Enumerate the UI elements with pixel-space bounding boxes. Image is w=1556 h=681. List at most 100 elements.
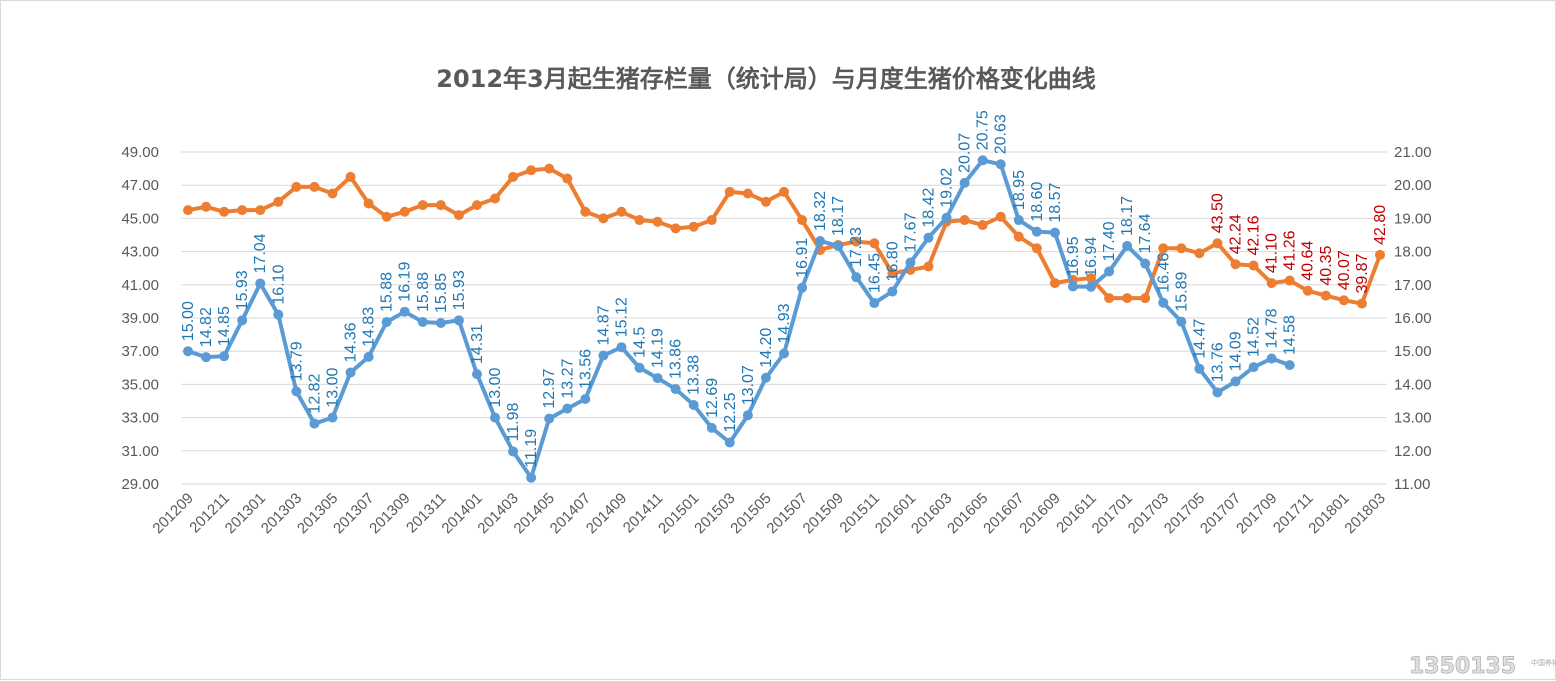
left-tick-label: 49.00 xyxy=(121,144,159,161)
watermark-subtext: 中国养猪网 xyxy=(1531,658,1556,667)
x-tick-label: 201309 xyxy=(366,490,413,537)
left-tick-label: 29.00 xyxy=(121,476,159,493)
price-point xyxy=(1122,240,1133,251)
stock-point xyxy=(291,181,302,192)
stock-data-label: 40.64 xyxy=(1300,241,1317,281)
right-axis-ticks: 11.00 12.00 13.00 14.00 15.00 16.00 17.00 18.00… xyxy=(1394,144,1432,493)
left-tick-label: 43.00 xyxy=(121,244,159,261)
stock-point xyxy=(1356,298,1367,309)
stock-point xyxy=(1086,273,1097,284)
x-tick-label: 201803 xyxy=(1341,490,1388,537)
stock-point xyxy=(1266,278,1277,289)
stock-point xyxy=(273,196,284,207)
price-data-label: 17.64 xyxy=(1137,213,1154,253)
price-point xyxy=(399,306,410,317)
right-tick-label: 20.00 xyxy=(1394,177,1432,194)
stock-point xyxy=(1302,285,1313,296)
right-tick-label: 16.00 xyxy=(1394,310,1432,327)
left-tick-label: 39.00 xyxy=(121,310,159,327)
price-point xyxy=(598,350,609,361)
price-data-label: 13.38 xyxy=(686,355,703,395)
price-data-label: 11.98 xyxy=(505,403,522,442)
price-point xyxy=(941,212,952,223)
stock-point xyxy=(797,215,808,226)
price-point xyxy=(237,315,248,326)
price-point xyxy=(797,282,808,293)
price-data-label: 13.76 xyxy=(1209,342,1226,382)
stock-data-label: 41.26 xyxy=(1282,230,1299,270)
price-data-label: 15.89 xyxy=(1173,272,1190,312)
right-tick-label: 13.00 xyxy=(1394,410,1432,427)
right-tick-label: 17.00 xyxy=(1394,277,1432,294)
left-tick-label: 35.00 xyxy=(121,376,159,393)
stock-point xyxy=(1338,295,1349,306)
price-point xyxy=(959,177,970,188)
price-data-label: 15.12 xyxy=(613,297,630,337)
price-data-label: 17.23 xyxy=(848,227,865,267)
price-data-label: 18.17 xyxy=(830,196,847,236)
stock-point xyxy=(634,215,645,226)
price-data-label: 12.69 xyxy=(704,378,721,418)
stock-point xyxy=(1140,293,1151,304)
price-data-label: 14.82 xyxy=(198,307,215,347)
price-point xyxy=(670,384,681,395)
price-data-label: 18.57 xyxy=(1047,183,1064,223)
stock-data-label: 42.16 xyxy=(1246,215,1263,255)
price-point xyxy=(562,403,573,414)
price-point xyxy=(381,316,392,327)
price-point xyxy=(201,352,212,363)
left-tick-label: 33.00 xyxy=(121,410,159,427)
x-tick-label: 201609 xyxy=(1016,490,1063,537)
price-data-label: 20.07 xyxy=(957,133,974,173)
stock-point xyxy=(183,205,193,216)
stock-point xyxy=(1284,275,1295,286)
right-tick-label: 15.00 xyxy=(1394,343,1432,360)
price-data-label: 14.78 xyxy=(1264,308,1281,348)
price-point xyxy=(1067,281,1078,292)
stock-point xyxy=(435,200,446,211)
price-point xyxy=(1031,226,1042,237)
left-tick-label: 45.00 xyxy=(121,210,159,227)
stock-point xyxy=(363,198,374,209)
stock-point xyxy=(255,205,266,216)
price-data-label: 16.45 xyxy=(866,253,883,293)
price-data-label: 13.27 xyxy=(559,358,576,398)
price-point xyxy=(453,315,464,326)
stock-point xyxy=(381,211,392,222)
right-tick-label: 21.00 xyxy=(1394,144,1432,161)
price-point xyxy=(995,159,1006,170)
left-tick-label: 37.00 xyxy=(121,343,159,360)
price-data-label: 14.36 xyxy=(343,322,360,362)
x-tick-label: 201509 xyxy=(800,490,847,537)
stock-point xyxy=(1212,238,1223,249)
price-point xyxy=(526,472,537,483)
stock-point xyxy=(995,211,1006,222)
stock-point xyxy=(201,201,212,212)
stock-point xyxy=(1375,249,1385,260)
stock-data-label: 40.07 xyxy=(1336,250,1353,290)
price-point xyxy=(706,422,717,433)
stock-point xyxy=(742,188,753,199)
price-data-label: 13.07 xyxy=(740,365,757,405)
price-data-label: 14.58 xyxy=(1282,315,1299,355)
price-data-label: 14.31 xyxy=(469,324,486,364)
price-data-labels: 15.00 14.82 14.8515.9317.0416.1013.7912.82… xyxy=(180,110,1299,468)
price-point xyxy=(724,437,735,448)
stock-point xyxy=(508,171,519,182)
price-point xyxy=(977,155,988,166)
price-point xyxy=(923,232,934,243)
stock-data-label: 39.87 xyxy=(1354,253,1371,293)
price-point xyxy=(219,351,230,362)
price-point xyxy=(1104,266,1115,277)
stock-point xyxy=(1122,293,1133,304)
price-point xyxy=(508,446,519,457)
price-point xyxy=(779,348,789,359)
watermark: 1350135 中国养猪网 xyxy=(1409,654,1556,680)
stock-point xyxy=(345,171,356,182)
price-point xyxy=(435,317,446,328)
right-tick-label: 14.00 xyxy=(1394,376,1432,393)
stock-point xyxy=(959,215,970,226)
price-data-label: 14.93 xyxy=(776,303,793,343)
stock-point xyxy=(1013,231,1024,242)
